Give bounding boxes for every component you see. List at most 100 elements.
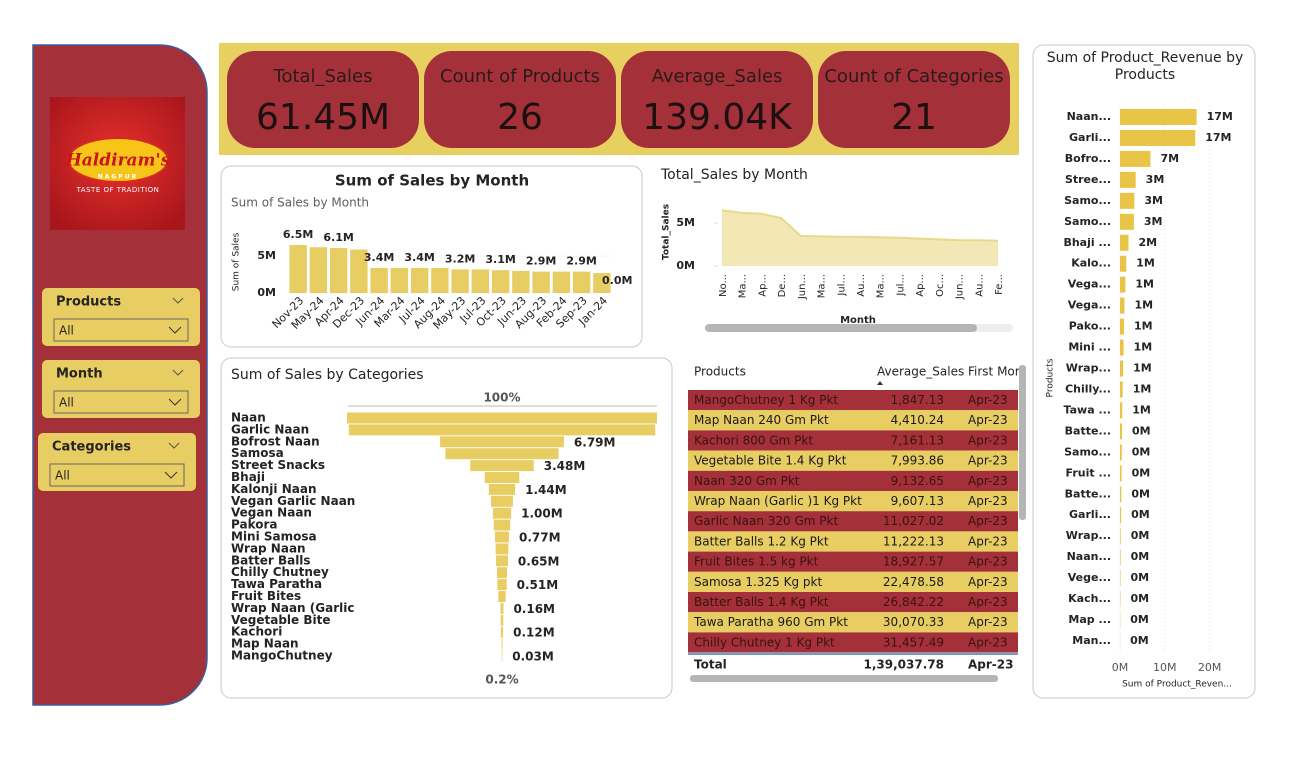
y-axis-label: Total_Sales xyxy=(662,204,672,260)
table-cell: 9,607.13 xyxy=(891,494,944,508)
logo-tagline: TASTE OF TRADITION xyxy=(76,186,160,194)
data-label: 6.1M xyxy=(323,231,353,244)
data-label: 0M xyxy=(1131,529,1150,542)
bar xyxy=(1120,319,1124,335)
funnel-bar xyxy=(496,543,509,554)
scrollbar[interactable] xyxy=(690,675,998,682)
area xyxy=(722,210,998,266)
y-tick-label: Naan... xyxy=(1067,550,1111,563)
column-header: First Mor xyxy=(968,365,1020,379)
kpi-label: Average_Sales xyxy=(652,66,783,87)
table-cell: Apr-23 xyxy=(968,615,1008,629)
x-tick-label: Ma... xyxy=(876,274,887,298)
table-cell: Vegetable Bite 1.4 Kg Pkt xyxy=(694,454,847,468)
kpi-value: 21 xyxy=(891,97,937,138)
annotation: 0.2% xyxy=(485,673,518,687)
dropdown-value[interactable]: All xyxy=(59,396,74,410)
kpi-label: Count of Products xyxy=(440,66,600,87)
data-label: 1M xyxy=(1133,362,1152,375)
bar xyxy=(512,271,529,293)
data-label: 0.12M xyxy=(513,626,555,640)
table-cell: 9,132.65 xyxy=(891,474,944,488)
y-tick-label: Mini ... xyxy=(1068,341,1111,354)
funnel-bar xyxy=(440,436,564,447)
funnel-bar xyxy=(493,508,511,519)
y-tick-label: 0M xyxy=(676,259,695,272)
y-tick-label: Vege... xyxy=(1068,571,1111,584)
table-cell: 11,027.02 xyxy=(883,514,944,528)
chart-title: Total_Sales by Month xyxy=(660,167,808,183)
table-cell: 11,222.13 xyxy=(883,534,944,548)
funnel-bar xyxy=(498,591,505,602)
x-tick-label: Jun... xyxy=(955,274,966,300)
dropdown-value[interactable]: All xyxy=(55,469,70,483)
sort-icon[interactable] xyxy=(877,381,883,385)
data-label: 0.65M xyxy=(518,554,560,568)
y-axis-label: Sum of Sales xyxy=(232,232,242,291)
bar xyxy=(1120,444,1122,460)
data-label: 1M xyxy=(1133,382,1152,395)
y-tick-label: Man... xyxy=(1072,634,1111,647)
y-tick-label: Kalo... xyxy=(1071,257,1111,270)
funnel-bar xyxy=(496,555,508,566)
kpi-value: 139.04K xyxy=(642,97,793,138)
bar xyxy=(1120,130,1195,146)
logo-city: NAGPUR xyxy=(98,174,138,181)
data-label: 3.4M xyxy=(364,251,394,264)
scrollbar[interactable] xyxy=(1019,365,1026,520)
data-label: 0M xyxy=(1131,487,1150,500)
dropdown-box[interactable] xyxy=(50,464,184,486)
table-cell: Map Naan 240 Gm Pkt xyxy=(694,413,829,427)
bar xyxy=(370,268,387,293)
table-cell: 31,457.49 xyxy=(883,635,944,649)
y-tick-label: Garli... xyxy=(1069,131,1111,144)
data-label: 1M xyxy=(1132,403,1151,416)
data-label: 6.79M xyxy=(574,435,616,449)
dropdown[interactable]: All xyxy=(54,319,188,341)
dropdown[interactable]: All xyxy=(50,464,184,486)
bar xyxy=(1120,193,1134,209)
chart-title: Sum of Sales by Month xyxy=(335,172,529,190)
x-tick-label: Ap... xyxy=(915,274,926,297)
data-label: 0M xyxy=(1131,571,1150,584)
dropdown-box[interactable] xyxy=(54,391,188,413)
chart-title: Sum of Product_Revenue by Products xyxy=(1038,50,1252,84)
y-tick-label: Bofro... xyxy=(1065,152,1111,165)
data-label: 0M xyxy=(1130,634,1149,647)
data-label: 1.44M xyxy=(525,483,567,497)
table-cell: Apr-23 xyxy=(968,635,1008,649)
data-label: 17M xyxy=(1205,131,1231,144)
table-cell: MangoChutney 1 Kg Pkt xyxy=(694,393,838,407)
category-label: MangoChutney xyxy=(231,649,333,663)
bar xyxy=(1120,423,1122,439)
data-label: 1M xyxy=(1134,299,1153,312)
x-tick-label: Ma... xyxy=(738,274,749,298)
bar xyxy=(1120,381,1123,397)
data-label: 3M xyxy=(1144,215,1163,228)
table-cell: 7,993.86 xyxy=(891,454,944,468)
table-cell: Apr-23 xyxy=(968,454,1008,468)
bar xyxy=(1120,172,1136,188)
funnel-bar xyxy=(495,532,509,543)
column-header: Average_Sales xyxy=(877,365,964,379)
kpi-label: Count of Categories xyxy=(824,66,1003,87)
data-label: 0.16M xyxy=(513,602,555,616)
dropdown-value[interactable]: All xyxy=(59,324,74,338)
bar xyxy=(330,248,347,293)
bar xyxy=(1120,235,1129,251)
funnel-bar xyxy=(497,579,506,590)
dropdown-box[interactable] xyxy=(54,319,188,341)
data-label: 0.77M xyxy=(519,531,561,545)
bar xyxy=(1120,402,1122,418)
bar xyxy=(310,247,327,293)
table-cell: Tawa Paratha 960 Gm Pkt xyxy=(693,615,848,629)
bar xyxy=(1120,256,1126,272)
funnel-bar xyxy=(497,567,507,578)
bar xyxy=(391,268,408,293)
y-tick-label: 0M xyxy=(257,286,276,299)
y-tick-label: Kach... xyxy=(1068,592,1111,605)
dropdown[interactable]: All xyxy=(54,391,188,413)
table-cell: Apr-23 xyxy=(968,555,1008,569)
y-tick-label: Samo... xyxy=(1064,194,1111,207)
scrollbar[interactable] xyxy=(705,324,977,332)
